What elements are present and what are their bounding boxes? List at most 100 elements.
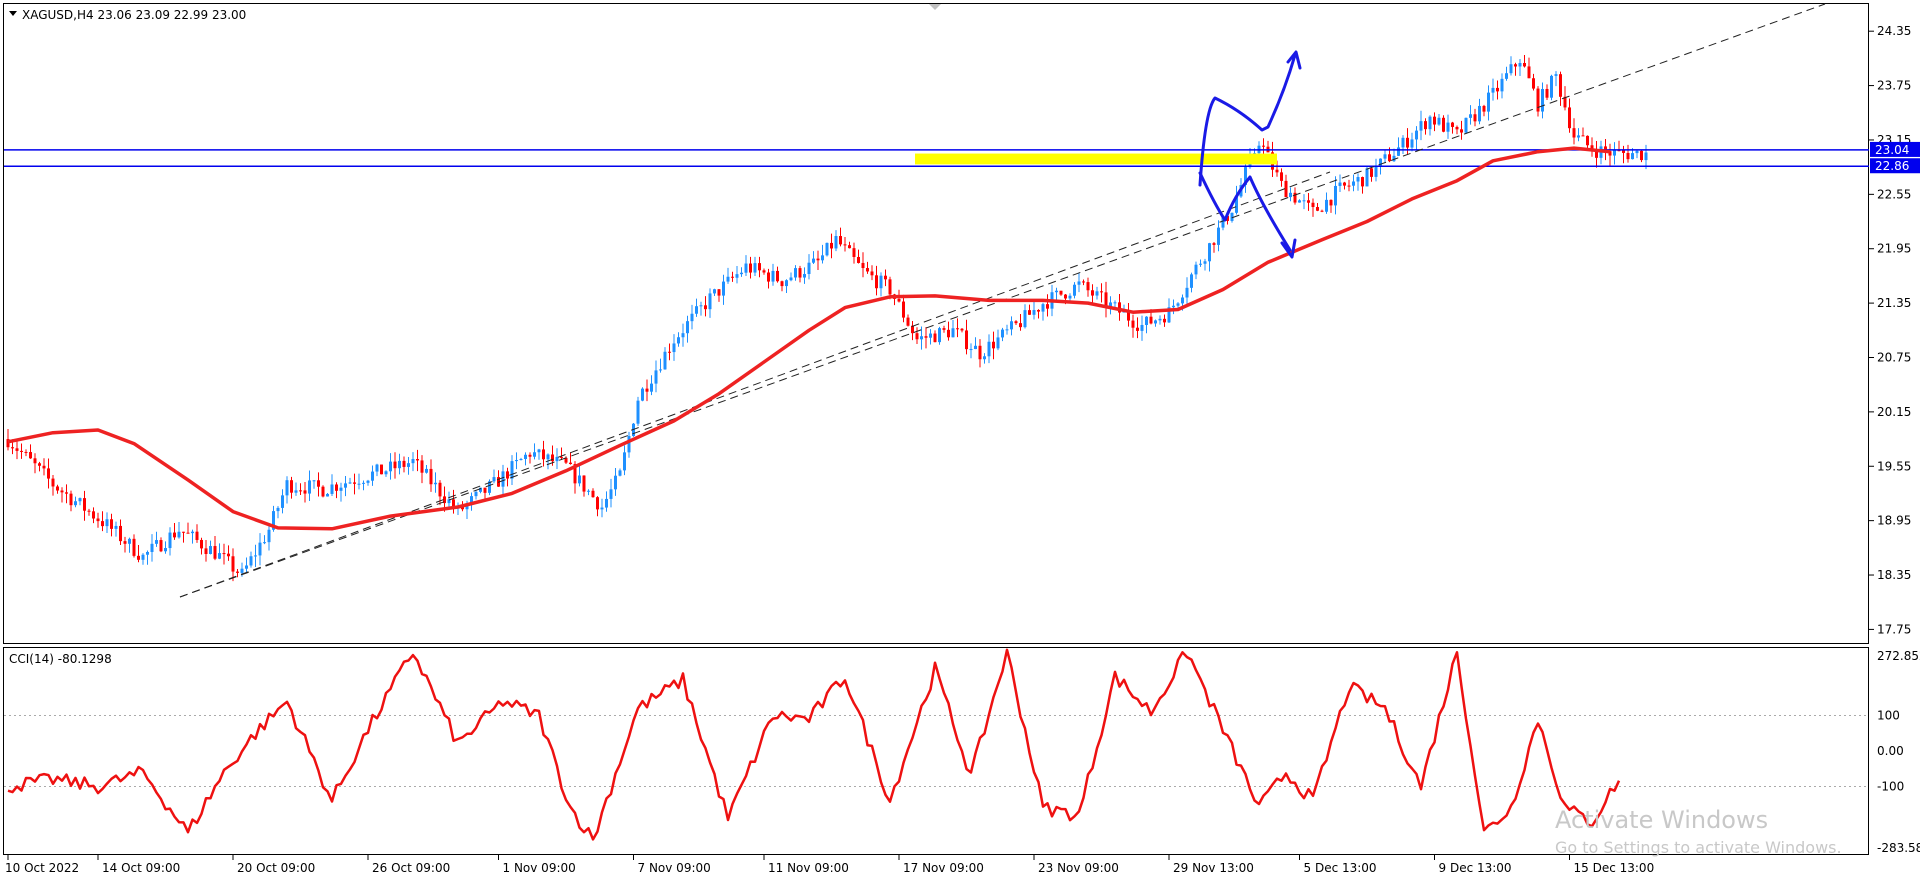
candle-body bbox=[443, 496, 446, 504]
candle-body bbox=[1154, 320, 1157, 324]
candle-body bbox=[312, 480, 316, 482]
candle-body bbox=[389, 461, 392, 472]
candle-body bbox=[290, 480, 293, 493]
candle-body bbox=[528, 454, 532, 457]
candle-body bbox=[402, 460, 406, 467]
candle-body bbox=[1185, 287, 1189, 298]
candle-body bbox=[33, 458, 37, 464]
candle-body bbox=[1352, 181, 1355, 186]
candle-body bbox=[47, 468, 50, 479]
candle-body bbox=[1023, 310, 1027, 328]
candle-body bbox=[762, 270, 766, 273]
candle-body bbox=[1280, 172, 1283, 181]
price-tick-label: 17.75 bbox=[1877, 622, 1911, 636]
lower-trendline[interactable] bbox=[179, 171, 1331, 598]
candle-body bbox=[384, 471, 388, 475]
candle-body bbox=[1041, 304, 1045, 312]
candle-body bbox=[1442, 117, 1445, 132]
candle-body bbox=[623, 452, 626, 471]
candle-body bbox=[159, 540, 163, 552]
hand-drawing-layer bbox=[1198, 50, 1302, 259]
candle-body bbox=[344, 483, 347, 488]
candle-body bbox=[798, 268, 802, 278]
candle-body bbox=[209, 546, 212, 555]
candle-body bbox=[785, 280, 788, 287]
candle-body bbox=[816, 258, 820, 261]
candle-body bbox=[335, 484, 338, 491]
cci-tick-label: 272.852 bbox=[1877, 649, 1920, 663]
candle-body bbox=[429, 468, 433, 485]
candle-body bbox=[150, 543, 154, 552]
candle-body bbox=[173, 532, 176, 538]
candle-body bbox=[1325, 199, 1328, 212]
candle-body bbox=[749, 263, 752, 273]
candle-body bbox=[641, 388, 644, 401]
candle-body bbox=[294, 490, 298, 493]
candle-body bbox=[1086, 282, 1090, 291]
candle-body bbox=[587, 490, 590, 492]
candle-body bbox=[848, 245, 851, 249]
candle-body bbox=[546, 454, 550, 460]
candle-body bbox=[956, 328, 959, 330]
price-tick-label: 21.95 bbox=[1877, 242, 1911, 256]
candle-body bbox=[1028, 310, 1031, 315]
candle-body bbox=[222, 553, 226, 555]
symbol-line: XAGUSD,H4 23.06 23.09 22.99 23.00 bbox=[22, 8, 246, 22]
candle-body bbox=[1388, 154, 1391, 162]
candle-body bbox=[168, 532, 172, 549]
candle-body bbox=[425, 468, 428, 473]
candle-body bbox=[321, 486, 325, 497]
candle-body bbox=[141, 554, 145, 560]
candle-body bbox=[978, 345, 982, 360]
candle-body bbox=[884, 275, 887, 280]
candle-body bbox=[114, 525, 118, 529]
candle-body bbox=[1181, 297, 1184, 304]
candle-body bbox=[96, 518, 100, 522]
candle-body bbox=[60, 490, 64, 493]
candle-body bbox=[1334, 185, 1337, 206]
candle-body bbox=[915, 333, 919, 340]
candle-body bbox=[254, 555, 257, 557]
time-tick-label: 7 Nov 09:00 bbox=[638, 861, 711, 875]
candle-body bbox=[1545, 88, 1549, 98]
candle-body bbox=[569, 462, 572, 465]
candle-body bbox=[1370, 168, 1373, 177]
candle-body bbox=[722, 281, 725, 296]
candle-body bbox=[542, 449, 545, 460]
candle-body bbox=[1001, 329, 1004, 338]
candle-body bbox=[1203, 261, 1207, 264]
candle-body bbox=[38, 463, 41, 466]
candle-body bbox=[1631, 153, 1634, 160]
level-price-label: 22.86 bbox=[1875, 159, 1909, 173]
candle-body bbox=[276, 507, 280, 512]
candle-body bbox=[582, 475, 586, 492]
candle-body bbox=[200, 539, 203, 549]
candle-body bbox=[560, 456, 563, 458]
candle-body bbox=[924, 336, 928, 338]
candle-body bbox=[74, 501, 77, 506]
candle-body bbox=[1554, 74, 1558, 76]
candle-body bbox=[1073, 284, 1076, 296]
candle-body bbox=[1329, 199, 1333, 206]
candle-body bbox=[636, 400, 640, 424]
candle-body bbox=[614, 475, 617, 490]
candle-body bbox=[506, 471, 509, 479]
scroll-marker-icon[interactable] bbox=[929, 4, 941, 10]
candle-body bbox=[1640, 150, 1643, 161]
time-tick-label: 20 Oct 09:00 bbox=[237, 861, 315, 875]
candle-body bbox=[128, 538, 131, 544]
dropdown-triangle-icon[interactable] bbox=[9, 11, 17, 16]
axis-layer: 24.3523.7523.1522.5521.9521.3520.7520.15… bbox=[5, 24, 1920, 875]
candle-body bbox=[375, 464, 379, 472]
candle-body bbox=[659, 369, 662, 371]
candle-body bbox=[1361, 177, 1364, 187]
candle-body bbox=[1347, 185, 1351, 187]
price-tick-label: 21.35 bbox=[1877, 296, 1911, 310]
candle-body bbox=[1109, 302, 1112, 308]
time-tick-label: 10 Oct 2022 bbox=[5, 861, 79, 875]
price-tick-label: 24.35 bbox=[1877, 24, 1911, 38]
candle-body bbox=[1212, 243, 1216, 245]
cci-tick-label: -100 bbox=[1877, 780, 1904, 794]
candle-body bbox=[510, 461, 514, 479]
level-price-tag bbox=[1870, 141, 1920, 157]
